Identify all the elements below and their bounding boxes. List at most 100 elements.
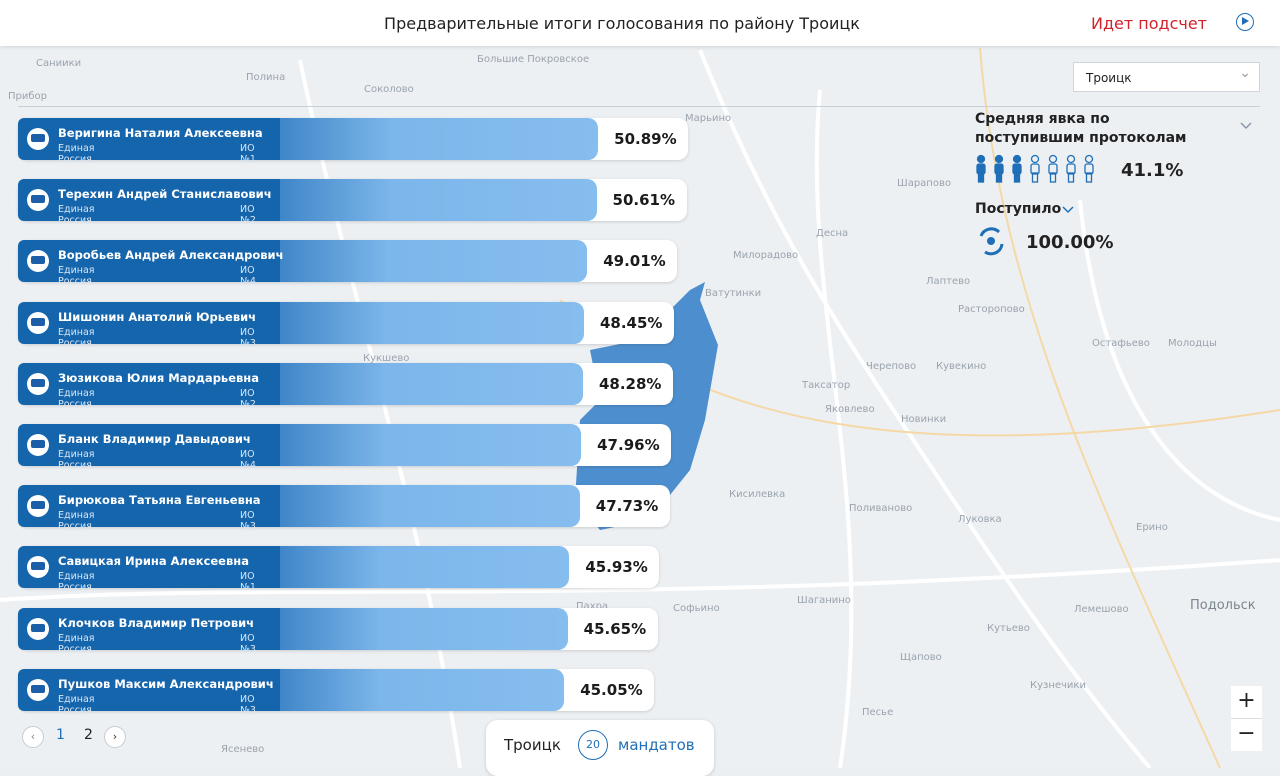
candidate-panel xyxy=(18,485,280,528)
candidate-name: Шишонин Анатолий Юрьевич xyxy=(58,309,257,324)
party-logo xyxy=(27,617,49,640)
candidate-percent: 45.05% xyxy=(580,680,643,699)
candidate-percent: 47.73% xyxy=(595,497,659,516)
candidate-party: Единая Россия xyxy=(58,265,95,288)
map-label: Милорадово xyxy=(733,250,799,261)
candidate-percent: 45.65% xyxy=(583,619,647,638)
map-label: Кукшево xyxy=(363,353,410,364)
candidate-percent: 45.93% xyxy=(585,558,648,577)
candidate-district: ИО №3 xyxy=(240,510,256,533)
candidate-name: Зюзикова Юлия Мардарьевна xyxy=(58,370,259,385)
map-label: Марьино xyxy=(685,113,732,124)
zoom-in[interactable]: + xyxy=(1231,686,1262,719)
candidate-name: Пушков Максим Александрович xyxy=(58,676,274,691)
result-bar xyxy=(280,546,570,589)
party-logo xyxy=(27,556,49,579)
candidate-party: Единая Россия xyxy=(58,326,95,349)
map-label: Лемешово xyxy=(1074,604,1129,615)
map-label: Поливаново xyxy=(849,503,913,514)
candidate-district: ИО №1 xyxy=(240,571,256,594)
district-select[interactable]: Троицк xyxy=(1073,62,1260,92)
map-label: Яковлево xyxy=(825,404,875,415)
map-label: Кузнечики xyxy=(1030,680,1086,691)
party-logo xyxy=(27,128,49,150)
party-logo xyxy=(27,678,49,701)
mandates-count: 20 xyxy=(578,730,608,760)
map-label: Ватутинки xyxy=(705,288,762,299)
map-label: Полина xyxy=(246,72,286,83)
map-label: Таксатор xyxy=(802,380,851,391)
party-logo xyxy=(27,311,49,334)
candidate-party: Единая Россия xyxy=(58,693,95,716)
play-button[interactable] xyxy=(1236,13,1254,31)
candidate-district: ИО №2 xyxy=(240,387,256,410)
candidate-district: ИО №2 xyxy=(240,204,256,227)
candidate-district: ИО №3 xyxy=(240,693,256,716)
map-label: Пахра xyxy=(576,601,609,612)
map-label: Прибор xyxy=(8,91,47,102)
turnout-value: 41.1% xyxy=(1121,160,1184,181)
result-bar xyxy=(280,668,565,711)
map-label: Щапово xyxy=(900,652,942,663)
mandates-label: мандатов xyxy=(618,736,695,754)
candidate-party: Единая Россия xyxy=(58,204,95,227)
roads xyxy=(0,49,1280,768)
candidate-district: ИО №4 xyxy=(240,449,256,471)
candidate-panel xyxy=(18,668,280,711)
candidate-party: Единая Россия xyxy=(58,632,95,655)
result-bar xyxy=(280,179,597,222)
map-label: Остафьево xyxy=(1092,338,1150,349)
candidate-panel xyxy=(18,301,280,344)
candidate-name: Клочков Владимир Петрович xyxy=(58,615,255,630)
candidate-panel xyxy=(18,546,280,589)
candidate-name: Савицкая Ирина Алексеевна xyxy=(58,554,249,569)
map-label: Саниики xyxy=(36,58,82,69)
map-label: Подольск xyxy=(1190,598,1256,613)
candidate-party: Единая Россия xyxy=(58,387,95,410)
candidate-party: Единая Россия xyxy=(58,510,95,533)
received-toggle[interactable] xyxy=(1060,202,1076,218)
result-bar xyxy=(280,607,568,650)
collapse-icon[interactable] xyxy=(1238,118,1254,134)
result-bar xyxy=(280,362,583,405)
received-title: Поступило xyxy=(975,201,1062,217)
result-bar xyxy=(280,118,599,160)
candidate-district: ИО №1 xyxy=(240,143,256,165)
mandates-district: Троицк xyxy=(504,736,561,754)
prev-page[interactable]: ‹ xyxy=(22,726,44,748)
result-bar xyxy=(280,485,580,528)
page-number[interactable]: 2 xyxy=(84,727,93,743)
map-label: Кисилевка xyxy=(729,489,786,500)
map-label: Расторопово xyxy=(958,304,1025,315)
separator xyxy=(18,106,1260,107)
candidate-name: Бланк Владимир Давыдович xyxy=(58,432,251,446)
map-label: Десна xyxy=(816,228,849,239)
map-label: Молодцы xyxy=(1168,338,1217,349)
zoom-out[interactable]: − xyxy=(1231,719,1262,751)
map-label: Соколово xyxy=(364,84,414,95)
candidate-percent: 50.89% xyxy=(614,130,677,148)
map-label: Шаганино xyxy=(797,595,851,606)
page-title: Предварительные итоги голосования по рай… xyxy=(384,14,860,33)
received-icon xyxy=(979,227,1004,256)
next-page[interactable]: › xyxy=(104,726,126,748)
party-logo xyxy=(27,372,49,395)
map-label: Кувекино xyxy=(936,361,987,372)
district-shape xyxy=(575,282,718,530)
result-bar xyxy=(280,301,584,344)
map-label: Шарапово xyxy=(897,178,951,189)
received-value: 100.00% xyxy=(1026,232,1114,253)
result-bar xyxy=(280,240,588,283)
result-bar xyxy=(280,424,582,466)
candidate-percent: 48.28% xyxy=(598,374,662,393)
candidate-percent: 50.61% xyxy=(612,191,676,210)
map-label: Софьино xyxy=(673,603,720,614)
page-number[interactable]: 1 xyxy=(56,727,65,743)
candidate-party: Единая Россия xyxy=(58,449,95,471)
candidate-district: ИО №3 xyxy=(240,326,256,349)
party-logo xyxy=(27,495,49,518)
candidate-panel xyxy=(18,607,280,650)
candidate-panel xyxy=(18,179,280,222)
candidate-party: Единая Россия xyxy=(58,571,95,594)
